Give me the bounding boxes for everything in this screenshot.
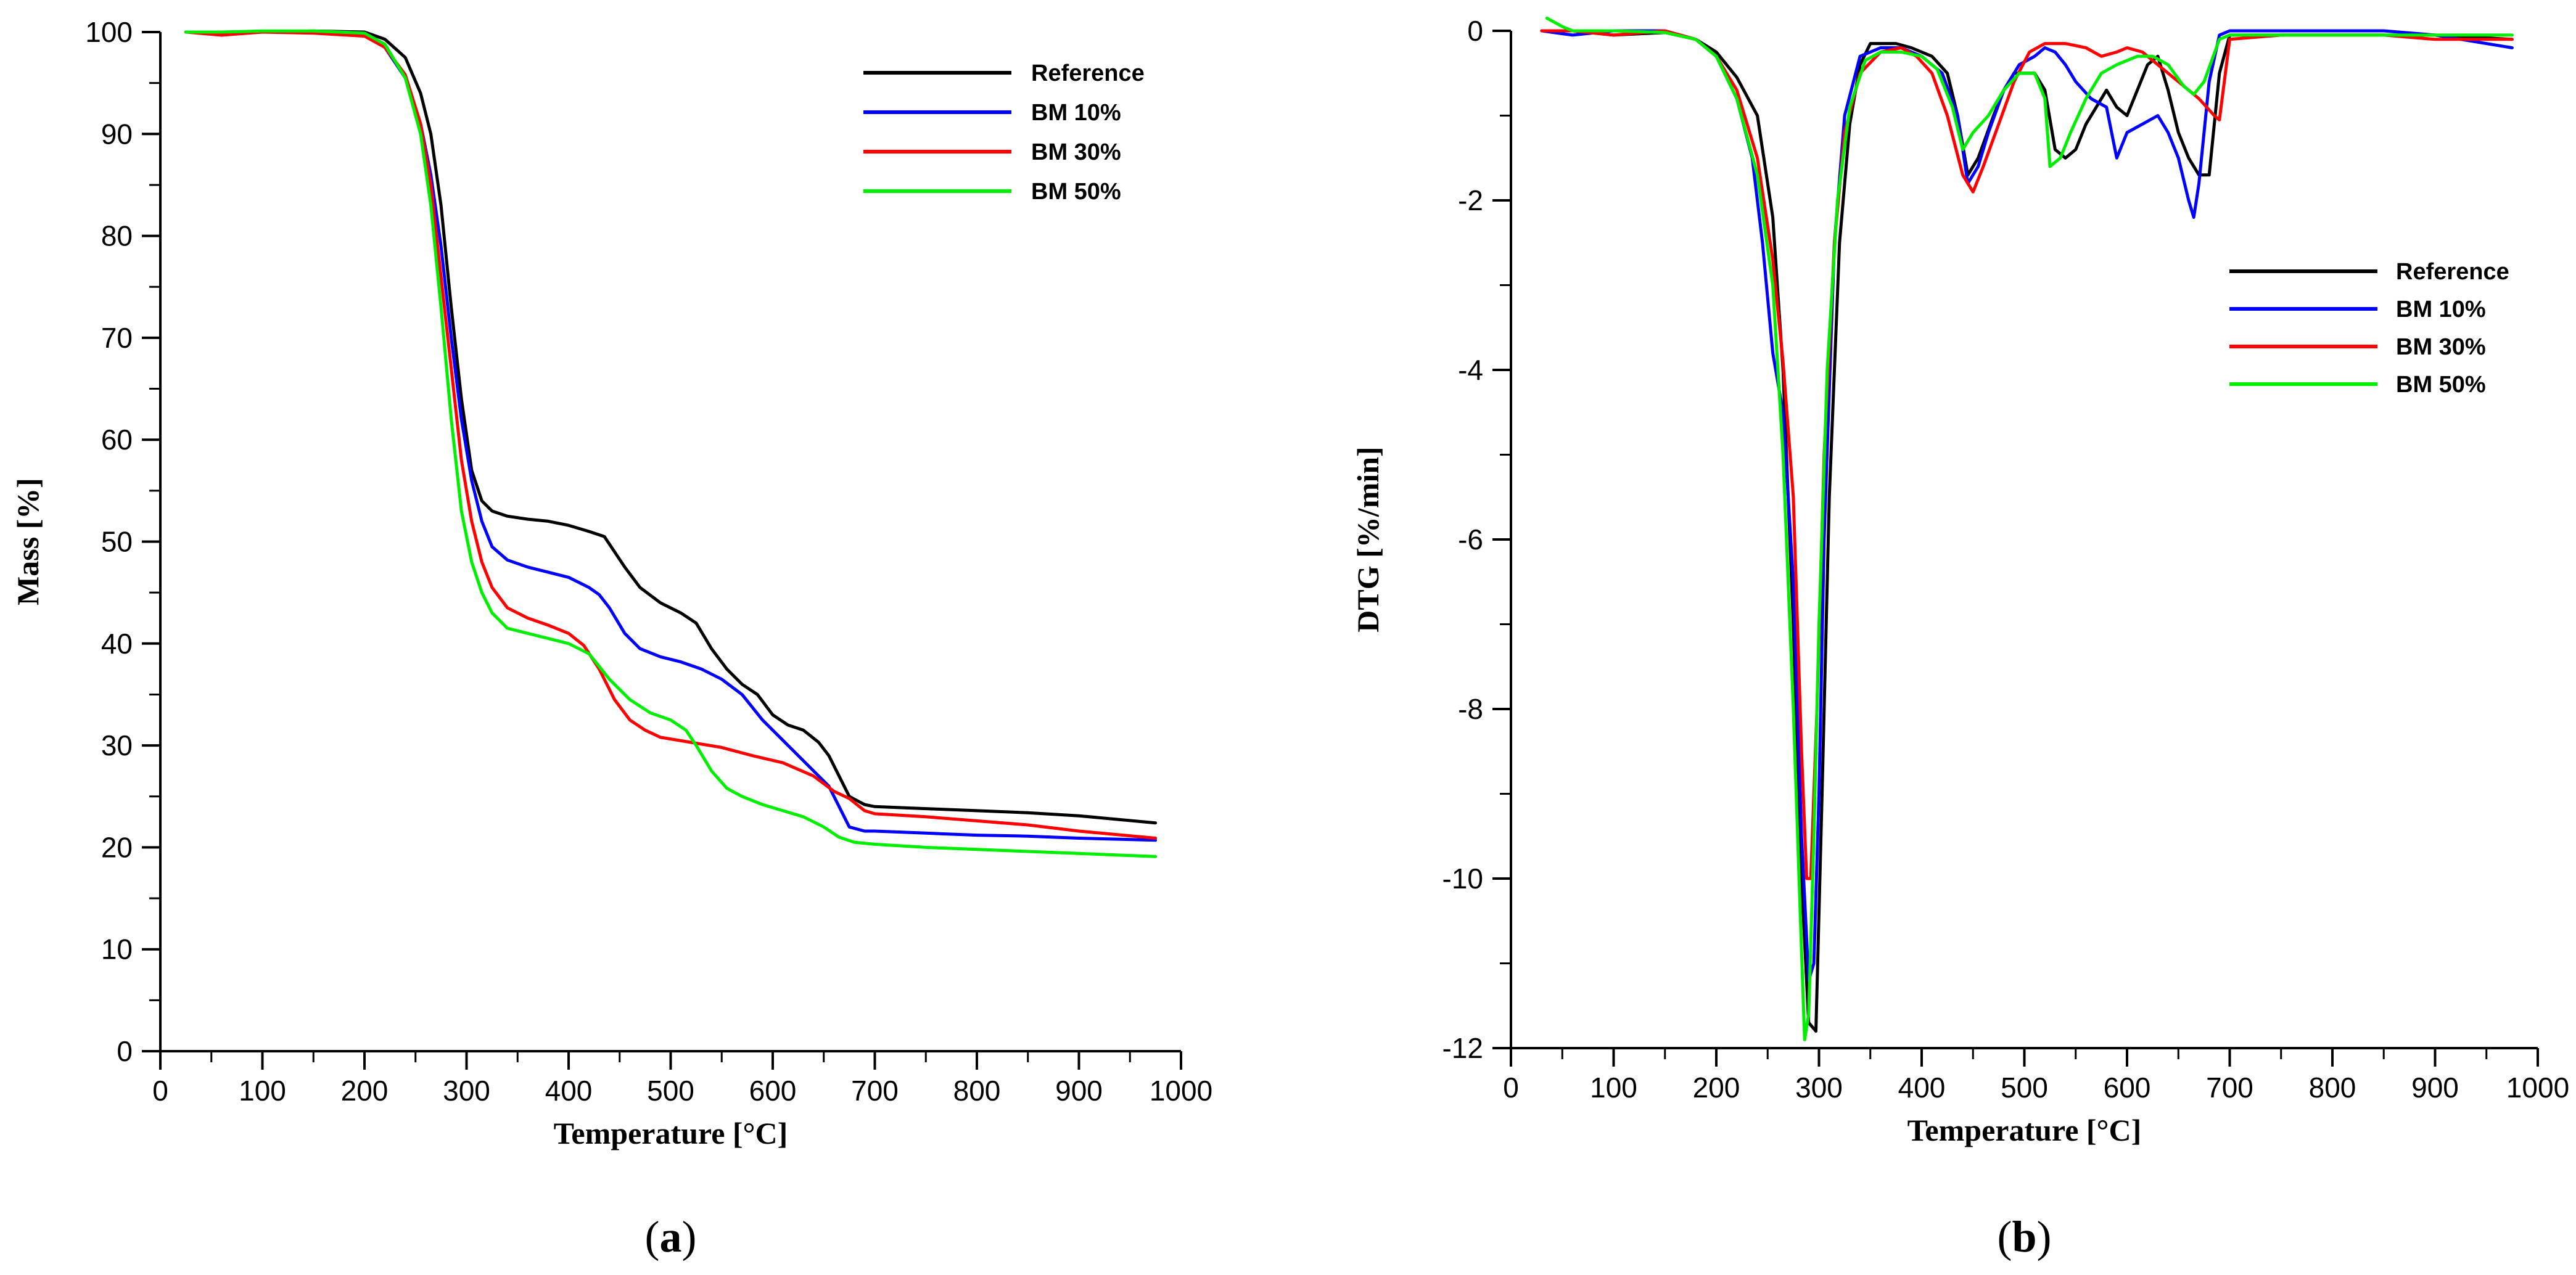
x-tick-label-a: 800 (953, 1075, 1001, 1107)
x-tick-label-b: 600 (2104, 1072, 2151, 1104)
y-axis-title-b: DTG [%/min] (1351, 446, 1385, 632)
y-tick-label-b: -2 (1458, 184, 1483, 216)
x-tick-label-b: 100 (1590, 1072, 1637, 1104)
y-tick-label-b: -8 (1458, 693, 1483, 725)
panel-label-a: (a) (645, 1212, 697, 1261)
y-tick-label-a: 0 (117, 1035, 133, 1067)
x-tick-label-b: 1000 (2506, 1072, 2569, 1104)
y-tick-label-a: 70 (101, 322, 133, 354)
y-tick-label-b: -6 (1458, 523, 1483, 556)
legend-label-b: Reference (2396, 259, 2509, 285)
series-line-reference-b (1540, 29, 2514, 1033)
y-tick-label-b: -12 (1442, 1032, 1483, 1064)
legend-label-a: BM 50% (1031, 179, 1121, 205)
x-tick-label-a: 500 (647, 1075, 694, 1107)
x-tick-label-b: 800 (2309, 1072, 2356, 1104)
series-layer-a (184, 29, 1158, 858)
x-tick-label-a: 0 (152, 1075, 168, 1107)
x-tick-label-a: 100 (239, 1075, 286, 1107)
legend-a: Reference BM 10% BM 30% BM 50% (863, 60, 1145, 205)
legend-label-b: BM 30% (2396, 334, 2486, 360)
chart-panel-b: 0 100 200 300 400 500 600 700 800 900 1000 -12 -10 -8… (1351, 15, 2569, 1261)
series-line-bm-50--a (184, 29, 1158, 858)
y-axis-title-a: Mass [%] (10, 478, 45, 605)
series-line-bm-50--b (1545, 16, 2514, 1041)
x-tick-label-b: 300 (1795, 1072, 1843, 1104)
y-tick-label-a: 30 (101, 729, 133, 761)
y-tick-label-a: 40 (101, 628, 133, 660)
legend-label-b: BM 50% (2396, 372, 2486, 398)
series-layer-b (1540, 16, 2514, 1041)
axes-a: 0 100 200 300 400 500 600 700 800 900 1000 0 10 20 30 4… (85, 16, 1212, 1107)
x-tick-label-b: 900 (2411, 1072, 2459, 1104)
panel-label-b: (b) (1997, 1212, 2051, 1261)
x-axis-title-a: Temperature [°C] (554, 1116, 788, 1150)
x-tick-label-b: 400 (1898, 1072, 1946, 1104)
y-tick-label-b: 0 (1467, 15, 1483, 47)
y-tick-label-a: 90 (101, 118, 133, 150)
x-tick-label-a: 300 (443, 1075, 490, 1107)
series-line-bm-10--b (1540, 29, 2514, 982)
panel-label-letter-a: a (660, 1212, 682, 1261)
legend-label-a: Reference (1031, 60, 1145, 86)
y-tick-label-a: 50 (101, 526, 133, 558)
series-line-bm-30--b (1540, 29, 2514, 880)
x-tick-label-a: 400 (545, 1075, 593, 1107)
x-tick-label-b: 500 (2001, 1072, 2048, 1104)
chart-panel-a: 0 100 200 300 400 500 600 700 800 900 1000 0 10 20 30 4… (10, 16, 1212, 1261)
y-tick-label-b: -10 (1442, 863, 1483, 895)
legend-label-b: BM 10% (2396, 297, 2486, 322)
y-tick-label-a: 80 (101, 220, 133, 252)
y-tick-label-a: 10 (101, 933, 133, 965)
legend-label-a: BM 30% (1031, 139, 1121, 165)
series-line-reference-a (184, 29, 1158, 825)
x-tick-label-b: 0 (1503, 1072, 1519, 1104)
x-tick-label-a: 600 (749, 1075, 797, 1107)
y-tick-label-b: -4 (1458, 354, 1483, 386)
x-tick-label-a: 700 (851, 1075, 899, 1107)
x-tick-label-a: 900 (1055, 1075, 1103, 1107)
panel-label-letter-b: b (2012, 1212, 2036, 1261)
legend-b: Reference BM 10% BM 30% BM 50% (2229, 259, 2509, 398)
axes-b: 0 100 200 300 400 500 600 700 800 900 1000 -12 -10 -8… (1442, 15, 2570, 1104)
x-tick-label-b: 200 (1693, 1072, 1740, 1104)
x-tick-label-a: 1000 (1150, 1075, 1212, 1107)
x-tick-label-a: 200 (341, 1075, 389, 1107)
y-tick-label-a: 20 (101, 831, 133, 863)
x-axis-title-b: Temperature [°C] (1907, 1113, 2142, 1147)
y-tick-label-a: 100 (85, 16, 133, 48)
x-tick-label-b: 700 (2206, 1072, 2253, 1104)
legend-label-a: BM 10% (1031, 100, 1121, 126)
y-tick-label-a: 60 (101, 424, 133, 456)
